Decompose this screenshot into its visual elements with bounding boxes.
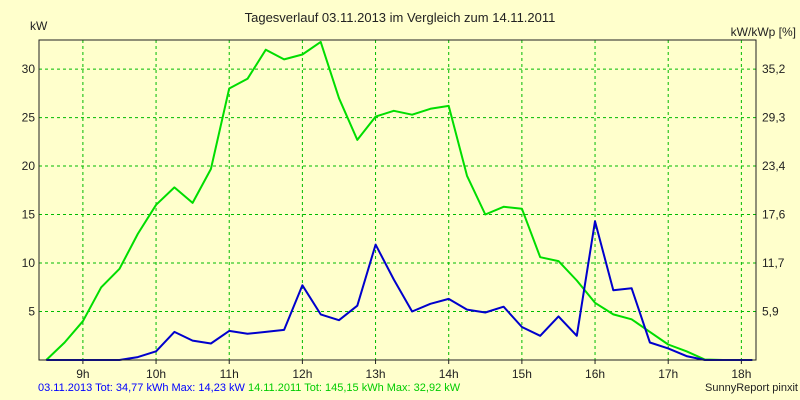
y-tick-label-left: 30	[22, 62, 36, 76]
x-tick-label: 14h	[439, 367, 459, 380]
y-tick-label-left: 20	[22, 159, 36, 173]
x-tick-label: 9h	[76, 367, 89, 380]
y-tick-label-right: 23,4	[762, 159, 786, 173]
y-tick-label-right: 17,6	[762, 208, 786, 222]
y-axis-left-label: kW	[30, 19, 48, 33]
y-tick-label-left: 10	[22, 256, 36, 270]
x-tick-label: 11h	[220, 367, 239, 380]
footer: 03.11.2013 Tot: 34,77 kWh Max: 14,23 kW …	[38, 382, 798, 398]
y-tick-label-left: 5	[28, 305, 35, 319]
series-line-2	[45, 40, 753, 361]
x-tick-label: 15h	[512, 367, 532, 380]
series-lines	[45, 40, 753, 361]
footer-series-2-summary: 14.11.2011 Tot: 145,15 kWh Max: 32,92 kW	[244, 382, 461, 394]
grid	[39, 40, 756, 360]
x-tick-label: 10h	[146, 367, 166, 380]
y-tick-label-left: 25	[22, 111, 36, 125]
footer-series-1-summary: 03.11.2013 Tot: 34,77 kWh Max: 14,23 kW	[38, 382, 245, 394]
x-tick-label: 12h	[292, 367, 312, 380]
series-line-1	[46, 220, 753, 361]
x-tick-label: 16h	[585, 367, 605, 380]
plot-frame	[38, 39, 757, 361]
y-tick-label-right: 5,9	[762, 305, 779, 319]
y-tick-label-right: 29,3	[762, 111, 786, 125]
y-tick-label-right: 11,7	[762, 256, 785, 270]
x-tick-label: 17h	[658, 367, 678, 380]
footer-credit: SunnyReport pinxit	[705, 382, 798, 394]
x-tick-label: 18h	[731, 367, 751, 380]
y-axis-right-label: kW/kWp [%]	[731, 25, 796, 39]
tick-labels: 9h 10h 11h 12h 13h 14h 15h 16h 17h 18h 5 5,9 10 11,7 1…	[22, 62, 786, 380]
y-tick-label-left: 15	[22, 208, 36, 222]
y-tick-label-right: 35,2	[762, 62, 786, 76]
x-tick-label: 13h	[366, 367, 386, 380]
line-chart: Tagesverlauf 03.11.2013 im Vergleich zum…	[22, 10, 796, 380]
chart-title: Tagesverlauf 03.11.2013 im Vergleich zum…	[245, 10, 556, 25]
